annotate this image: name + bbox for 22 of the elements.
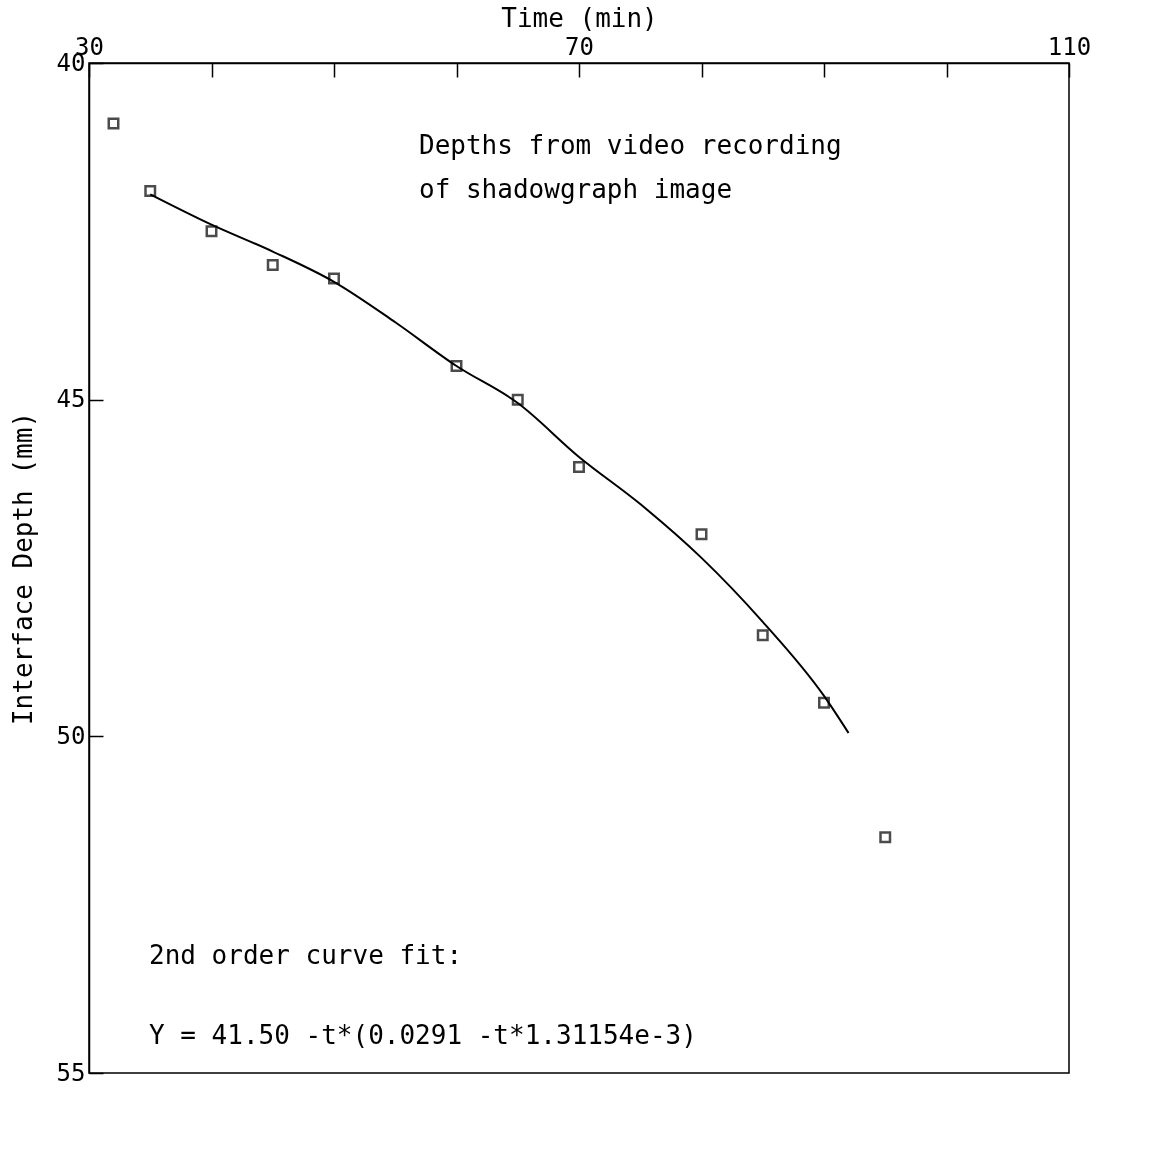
- x-tick-label: 70: [565, 32, 594, 61]
- annotation: 2nd order curve fit:: [149, 940, 463, 970]
- point: [573, 461, 585, 473]
- y-tick-label: 50: [56, 721, 86, 750]
- point: [328, 272, 340, 285]
- x-tick-label: 110: [1047, 32, 1092, 61]
- x-axis-title: Time (min): [501, 2, 658, 33]
- y-tick-label: 55: [56, 1058, 86, 1087]
- point: [107, 117, 120, 130]
- annotation: Depths from video recording of shadowgraph image: [419, 130, 842, 204]
- point: [450, 360, 463, 372]
- point: [695, 528, 708, 541]
- point: [144, 184, 157, 197]
- point: [266, 259, 279, 271]
- point: [818, 696, 830, 709]
- point: [879, 831, 892, 844]
- point: [205, 225, 218, 238]
- point: [511, 393, 524, 406]
- annotation: Y = 41.50 -t*(0.0291 -t*1.31154e-3): [149, 1020, 697, 1050]
- y-axis-title: Interface Depth (mm): [7, 411, 38, 726]
- point: [756, 629, 769, 642]
- y-tick-label: 45: [56, 385, 86, 414]
